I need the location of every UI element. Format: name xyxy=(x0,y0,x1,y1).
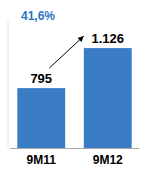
data-label: 795 xyxy=(30,71,52,86)
value-range-line xyxy=(8,21,9,148)
chart-container: 795 1.126 9M11 9M12 41,6% xyxy=(0,0,149,176)
bars xyxy=(17,48,131,148)
annotation-arrow xyxy=(49,36,84,68)
chart-svg: 795 1.126 9M11 9M12 41,6% xyxy=(0,0,149,176)
data-label: 1.126 xyxy=(91,31,124,46)
x-tick-label: 9M11 xyxy=(27,153,57,167)
baseline xyxy=(10,148,139,149)
annotation: 41,6% xyxy=(21,9,55,23)
x-tick-label: 9M12 xyxy=(93,153,123,167)
bar xyxy=(84,48,132,148)
bar xyxy=(17,88,65,148)
